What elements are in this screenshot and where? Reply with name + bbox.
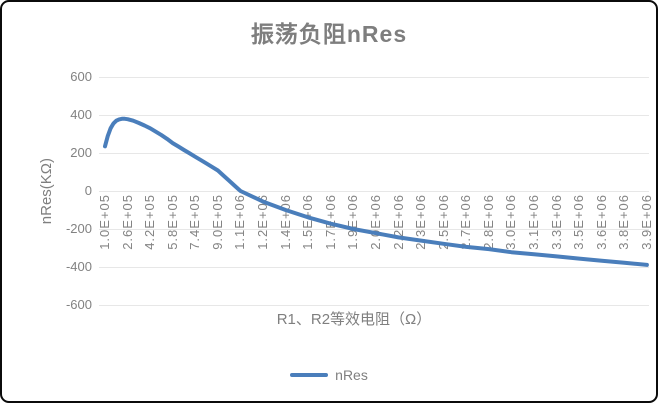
x-tick-label: 3.8E+06: [616, 194, 632, 250]
x-tick-label: 5.8E+05: [164, 194, 180, 250]
gridline: [99, 77, 649, 78]
y-tick-label: -200: [65, 221, 92, 236]
x-tick-label: 3.3E+06: [548, 194, 564, 250]
legend-label: nRes: [335, 367, 368, 383]
legend-line-marker: [290, 373, 329, 377]
x-tick-label: 1.1E+06: [232, 194, 248, 250]
x-tick-label: 1.4E+06: [277, 194, 293, 250]
legend: nRes: [2, 363, 656, 387]
x-tick-label: 1.9E+06: [345, 194, 361, 250]
x-tick-label: 9.0E+05: [209, 194, 225, 250]
chart-title: 振荡负阻nRes: [250, 21, 408, 47]
x-tick-label: 1.7E+06: [322, 194, 338, 250]
x-tick-label: 1.0E+05: [97, 194, 112, 250]
y-tick-label: -400: [65, 259, 92, 274]
gridline: [99, 191, 649, 192]
y-tick-label: 600: [70, 69, 92, 84]
y-tick-label: -600: [65, 297, 92, 312]
x-tick-label: 2.6E+05: [119, 194, 135, 250]
gridline: [99, 305, 649, 306]
x-tick-label: 2.8E+06: [480, 194, 496, 250]
x-tick-label: 7.4E+05: [187, 194, 203, 250]
gridline: [99, 267, 649, 268]
x-tick-label: 2.7E+06: [458, 194, 474, 250]
x-tick-label: 3.9E+06: [638, 194, 654, 250]
gridline: [99, 115, 649, 116]
gridline: [99, 153, 649, 154]
x-tick-label: 1.5E+06: [300, 194, 316, 250]
x-tick-label: 2.3E+06: [413, 194, 429, 250]
x-tick-label: 3.5E+06: [571, 194, 587, 250]
x-tick-label: 4.2E+05: [142, 194, 158, 250]
x-tick-label: 3.0E+06: [503, 194, 519, 250]
y-tick-label: 200: [70, 145, 92, 160]
x-tick-label: 2.5E+06: [435, 194, 451, 250]
y-tick-label: 0: [84, 183, 92, 198]
x-tick-label: 3.1E+06: [526, 194, 542, 250]
x-tick-label: 2.0E+06: [367, 194, 383, 250]
x-tick-label: 3.6E+06: [593, 194, 609, 250]
x-tick-label: 1.2E+06: [255, 194, 271, 250]
y-tick-label: 400: [70, 107, 92, 122]
x-axis-title: R1、R2等效电阻（Ω）: [276, 311, 432, 328]
x-tick-label: 2.2E+06: [390, 194, 406, 250]
